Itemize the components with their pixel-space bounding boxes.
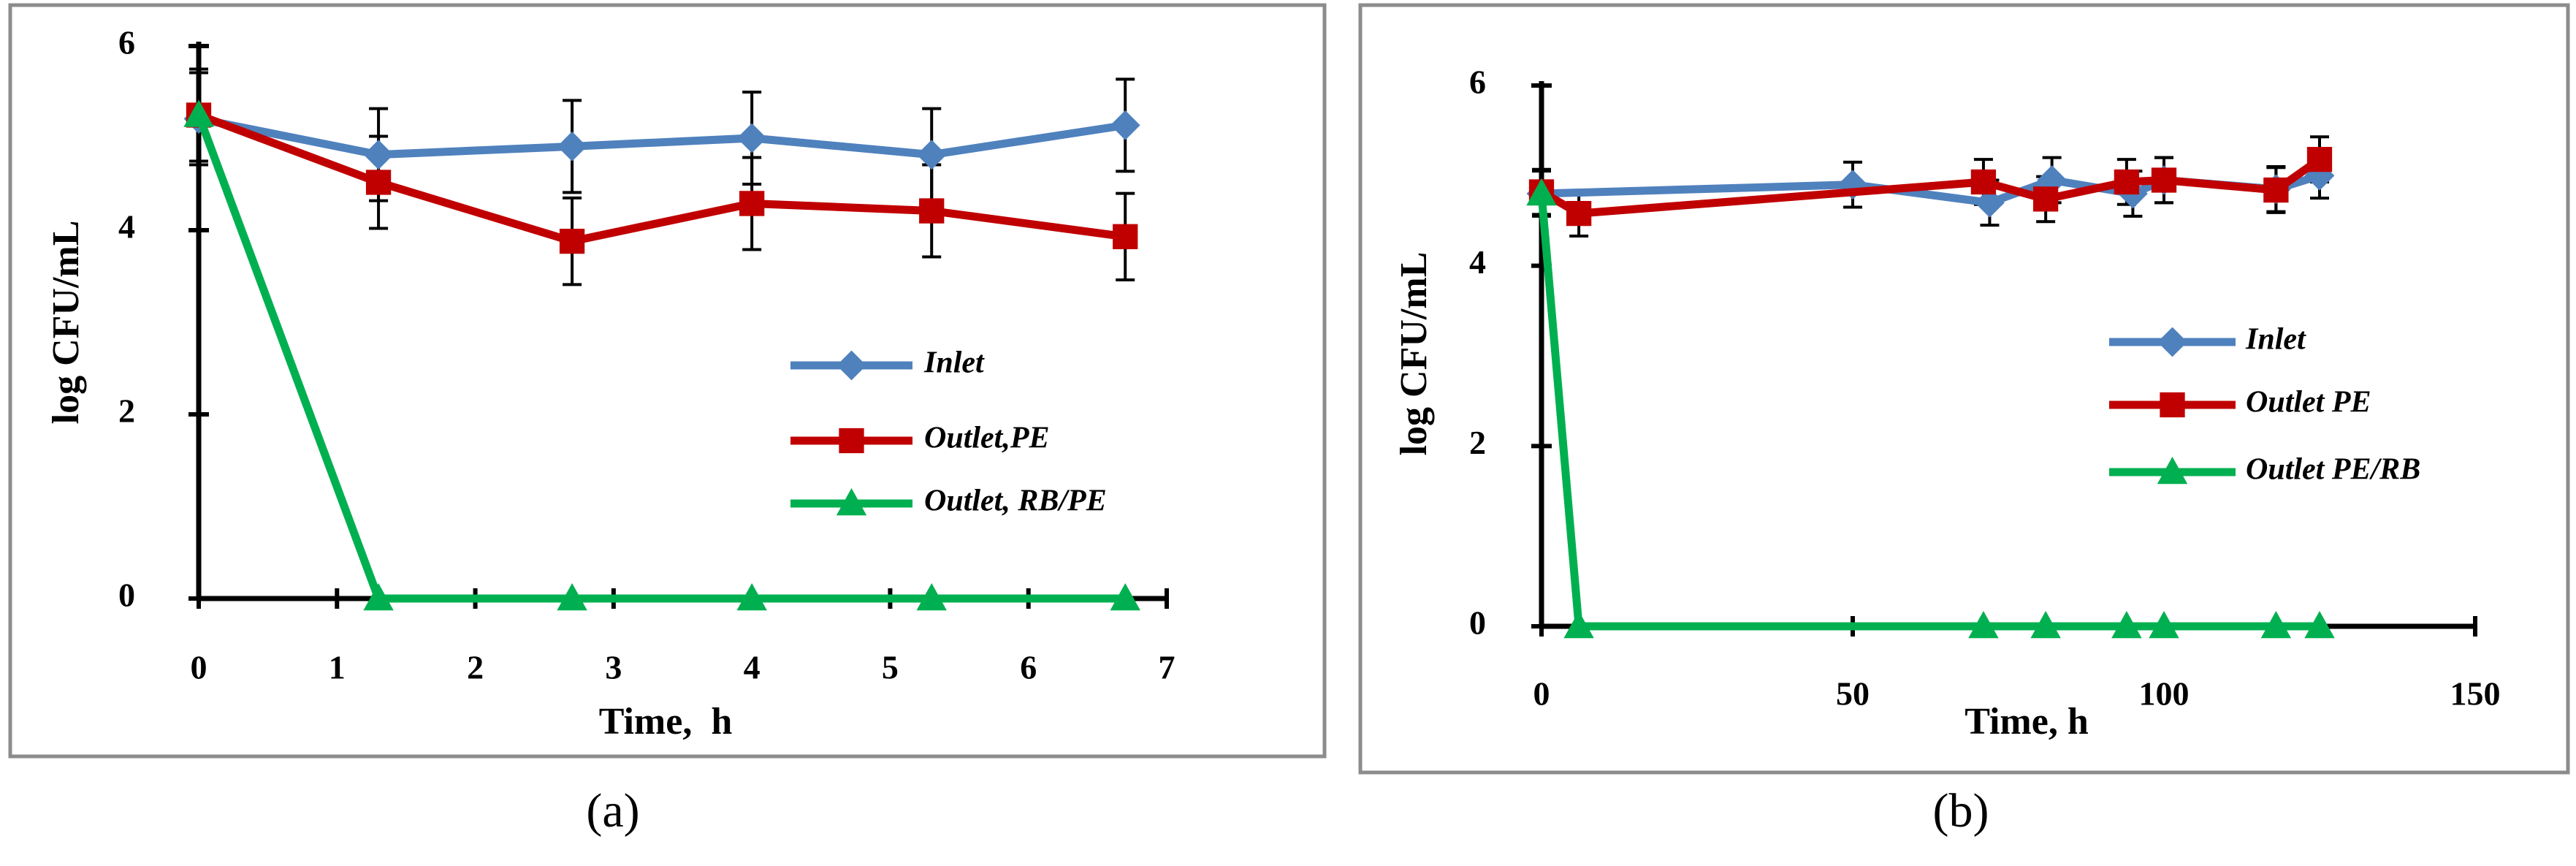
- marker: [363, 140, 394, 170]
- marker: [739, 191, 765, 216]
- marker: [1110, 110, 1140, 140]
- x-tick-label: 4: [744, 649, 761, 686]
- marker: [1110, 582, 1140, 611]
- series-line: [197, 115, 1127, 159]
- x-tick-label: 150: [2450, 675, 2501, 713]
- marker: [736, 582, 767, 611]
- y-tick-label: 0: [118, 577, 135, 614]
- y-tick-label: 6: [118, 24, 135, 61]
- marker: [919, 198, 945, 224]
- marker: [2263, 177, 2289, 203]
- series-line: [1539, 156, 2322, 218]
- caption: (b): [1933, 784, 1989, 837]
- legend-marker: [839, 428, 864, 454]
- caption: (a): [586, 784, 639, 837]
- marker: [2032, 186, 2059, 212]
- marker: [1566, 200, 1592, 227]
- x-tick-label: 5: [882, 649, 899, 686]
- x-tick-label: 2: [467, 649, 484, 686]
- series-line: [194, 113, 1126, 603]
- marker: [2260, 610, 2292, 639]
- x-tick-label: 0: [1533, 675, 1550, 713]
- marker: [2151, 167, 2177, 193]
- x-tick-label: 7: [1159, 649, 1175, 686]
- marker: [2030, 610, 2061, 639]
- marker: [2114, 169, 2140, 195]
- y-tick-label: 6: [1469, 64, 1486, 101]
- legend-label: Inlet: [2245, 323, 2306, 357]
- y-tick-label: 2: [118, 392, 135, 430]
- legend-label: Inlet: [923, 346, 985, 380]
- marker: [1970, 169, 1997, 195]
- series-line: [1537, 193, 2320, 631]
- marker: [559, 228, 585, 254]
- y-tick-label: 2: [1469, 424, 1486, 461]
- legend-label: Outlet, RB/PE: [924, 485, 1107, 518]
- legend-label: Outlet,PE: [924, 422, 1050, 455]
- marker: [2304, 610, 2335, 639]
- x-tick-label: 100: [2139, 675, 2190, 713]
- y-tick-label: 4: [118, 208, 135, 246]
- x-tick-label: 6: [1020, 649, 1037, 686]
- marker: [1113, 224, 1138, 249]
- legend-marker: [837, 350, 866, 381]
- legend-label: Outlet PE/RB: [2246, 453, 2420, 487]
- marker: [2149, 610, 2179, 639]
- marker: [557, 131, 587, 162]
- legend-marker: [2157, 327, 2187, 357]
- y-tick-label: 0: [1469, 604, 1486, 642]
- x-tick-label: 0: [191, 649, 207, 686]
- x-axis-title: Time, h: [1965, 701, 2089, 742]
- marker: [736, 123, 767, 153]
- legend-marker: [2160, 392, 2185, 418]
- marker: [2111, 610, 2142, 639]
- marker: [363, 582, 394, 611]
- legend-label: Outlet PE: [2246, 386, 2371, 419]
- marker: [1975, 187, 2005, 218]
- x-tick-label: 1: [329, 649, 346, 686]
- y-axis-title: log CFU/mL: [1393, 252, 1435, 456]
- legend-marker: [2157, 456, 2188, 485]
- marker: [557, 582, 587, 611]
- x-tick-label: 3: [605, 649, 622, 686]
- marker: [2306, 146, 2333, 172]
- y-axis-title: log CFU/mL: [45, 221, 87, 425]
- x-axis-title: Time, h: [599, 701, 733, 742]
- y-tick-label: 4: [1469, 243, 1486, 281]
- marker: [1526, 178, 1557, 206]
- marker: [916, 140, 947, 170]
- marker: [916, 582, 947, 611]
- marker: [1968, 610, 1999, 639]
- marker: [1563, 610, 1594, 639]
- marker: [365, 170, 392, 195]
- x-tick-label: 50: [1836, 675, 1870, 713]
- legend-marker: [836, 487, 867, 516]
- marker: [183, 99, 214, 127]
- series-line: [197, 111, 1126, 246]
